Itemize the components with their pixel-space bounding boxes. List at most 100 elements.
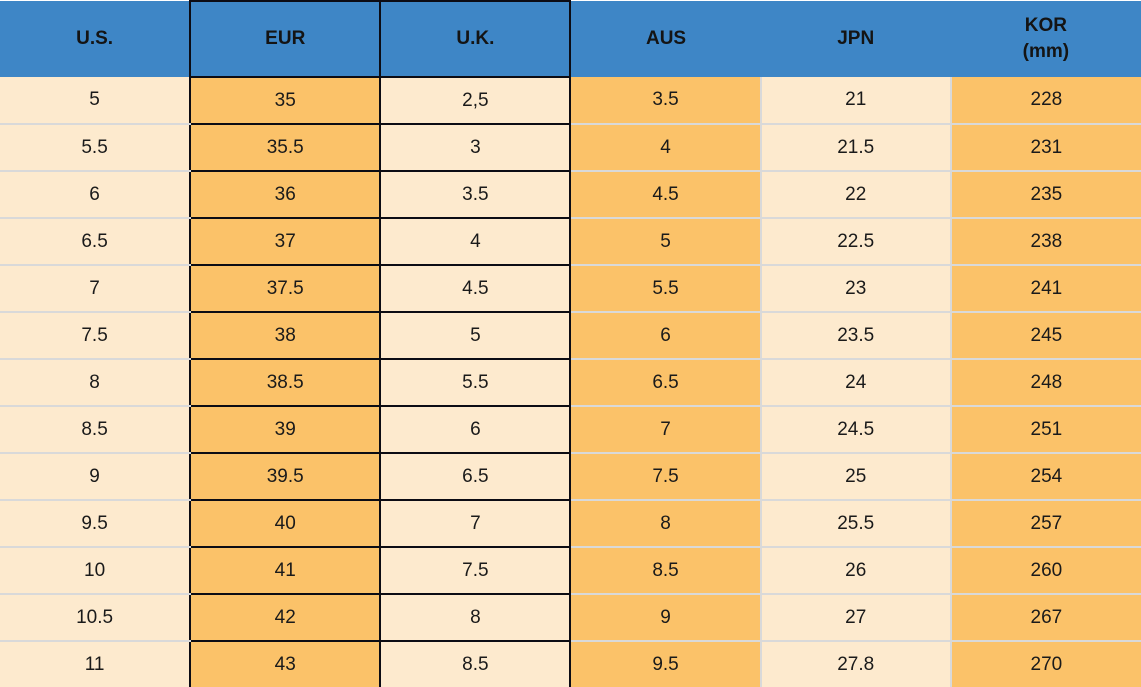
column-header-label: U.K.: [456, 28, 495, 50]
cell-aus: 5: [570, 218, 761, 266]
cell-kor: 267: [949, 594, 1141, 642]
table-row: 9.5 40 7 8 25.5 257: [0, 499, 1141, 548]
table-row: 10 41 7.5 8.5 26 260: [0, 546, 1141, 595]
cell-jpn: 27.8: [759, 641, 951, 687]
cell-eur: 38.5: [189, 358, 382, 407]
cell-aus: 4: [570, 124, 761, 172]
cell-aus: 6: [570, 312, 761, 360]
cell-us: 8: [0, 359, 191, 407]
cell-aus: 9: [570, 594, 761, 642]
cell-jpn: 24: [759, 359, 951, 407]
cell-eur: 43: [189, 640, 382, 687]
cell-kor: 238: [949, 218, 1141, 266]
table-row: 7 37.5 4.5 5.5 23 241: [0, 264, 1141, 313]
cell-kor: 248: [949, 359, 1141, 407]
cell-aus: 5.5: [570, 265, 761, 313]
cell-eur: 39.5: [189, 452, 382, 501]
cell-eur: 35.5: [189, 123, 382, 172]
cell-uk: 2,5: [379, 76, 572, 125]
cell-eur: 39: [189, 405, 382, 454]
cell-aus: 7.5: [570, 453, 761, 501]
cell-kor: 228: [949, 77, 1141, 125]
cell-uk: 7.5: [379, 546, 572, 595]
cell-uk: 3: [379, 123, 572, 172]
cell-jpn: 21: [759, 77, 951, 125]
cell-jpn: 24.5: [759, 406, 951, 454]
table-row: 7.5 38 5 6 23.5 245: [0, 311, 1141, 360]
column-header-label: JPN: [837, 28, 875, 50]
cell-jpn: 22: [759, 171, 951, 219]
cell-us: 7.5: [0, 312, 191, 360]
table-row: 8.5 39 6 7 24.5 251: [0, 405, 1141, 454]
column-header-aus: AUS: [570, 1, 761, 77]
table-row: 6 36 3.5 4.5 22 235: [0, 170, 1141, 219]
column-header-label: EUR: [265, 28, 306, 50]
cell-us: 7: [0, 265, 191, 313]
cell-aus: 4.5: [570, 171, 761, 219]
column-header-eur: EUR: [189, 0, 382, 78]
cell-eur: 37: [189, 217, 382, 266]
cell-eur: 36: [189, 170, 382, 219]
cell-uk: 5: [379, 311, 572, 360]
column-header-us: U.S.: [0, 1, 191, 77]
cell-us: 6: [0, 171, 191, 219]
cell-kor: 251: [949, 406, 1141, 454]
cell-aus: 6.5: [570, 359, 761, 407]
cell-jpn: 23: [759, 265, 951, 313]
column-header-label: U.S.: [76, 28, 114, 50]
cell-uk: 4: [379, 217, 572, 266]
table-row: 6.5 37 4 5 22.5 238: [0, 217, 1141, 266]
cell-us: 10.5: [0, 594, 191, 642]
cell-jpn: 25: [759, 453, 951, 501]
cell-us: 9.5: [0, 500, 191, 548]
cell-kor: 254: [949, 453, 1141, 501]
cell-kor: 257: [949, 500, 1141, 548]
cell-kor: 235: [949, 171, 1141, 219]
column-header-label: AUS: [645, 28, 687, 50]
cell-jpn: 26: [759, 547, 951, 595]
cell-eur: 35: [189, 76, 382, 125]
cell-uk: 6.5: [379, 452, 572, 501]
cell-uk: 6: [379, 405, 572, 454]
cell-jpn: 21.5: [759, 124, 951, 172]
cell-uk: 5.5: [379, 358, 572, 407]
cell-uk: 4.5: [379, 264, 572, 313]
table-row: 5.5 35.5 3 4 21.5 231: [0, 123, 1141, 172]
cell-kor: 270: [949, 641, 1141, 687]
cell-aus: 7: [570, 406, 761, 454]
cell-aus: 8.5: [570, 547, 761, 595]
table-row: 10.5 42 8 9 27 267: [0, 593, 1141, 642]
cell-jpn: 25.5: [759, 500, 951, 548]
cell-jpn: 27: [759, 594, 951, 642]
cell-us: 9: [0, 453, 191, 501]
cell-aus: 3.5: [570, 77, 761, 125]
table-row: 9 39.5 6.5 7.5 25 254: [0, 452, 1141, 501]
column-header-uk: U.K.: [379, 0, 572, 78]
table-row: 5 35 2,5 3.5 21 228: [0, 76, 1141, 125]
table-header: U.S. EUR U.K. AUS JPN KOR (mm): [0, 0, 1141, 78]
cell-uk: 7: [379, 499, 572, 548]
cell-eur: 40: [189, 499, 382, 548]
cell-us: 11: [0, 641, 191, 687]
cell-uk: 3.5: [379, 170, 572, 219]
cell-us: 6.5: [0, 218, 191, 266]
cell-kor: 245: [949, 312, 1141, 360]
cell-eur: 37.5: [189, 264, 382, 313]
table-body: 5 35 2,5 3.5 21 228 5.5 35.5 3 4 21.5 231 6 36 3.5 4.5 2…: [0, 76, 1141, 687]
cell-us: 10: [0, 547, 191, 595]
cell-eur: 42: [189, 593, 382, 642]
cell-us: 5.5: [0, 124, 191, 172]
cell-eur: 41: [189, 546, 382, 595]
cell-eur: 38: [189, 311, 382, 360]
column-header-label: KOR: [1024, 15, 1067, 37]
cell-kor: 241: [949, 265, 1141, 313]
cell-aus: 9.5: [570, 641, 761, 687]
cell-us: 8.5: [0, 406, 191, 454]
header-row: U.S. EUR U.K. AUS JPN KOR (mm): [0, 0, 1141, 78]
cell-kor: 260: [949, 547, 1141, 595]
cell-kor: 231: [949, 124, 1141, 172]
cell-us: 5: [0, 77, 191, 125]
cell-uk: 8: [379, 593, 572, 642]
